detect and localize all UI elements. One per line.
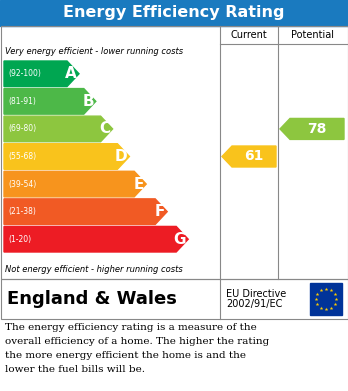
Text: EU Directive: EU Directive: [226, 289, 286, 299]
Text: 2002/91/EC: 2002/91/EC: [226, 299, 282, 309]
Bar: [0, 0, 348, 26]
Text: (39-54): (39-54): [8, 179, 36, 188]
Polygon shape: [4, 89, 96, 114]
Polygon shape: [4, 61, 79, 86]
Text: Very energy efficient - lower running costs: Very energy efficient - lower running co…: [5, 47, 183, 56]
Bar: [0, 26, 348, 279]
Text: 78: 78: [307, 122, 327, 136]
Text: (21-38): (21-38): [8, 207, 36, 216]
Text: (55-68): (55-68): [8, 152, 36, 161]
Text: 61: 61: [244, 149, 264, 163]
Text: lower the fuel bills will be.: lower the fuel bills will be.: [5, 365, 145, 374]
Bar: [310, 283, 342, 315]
Text: overall efficiency of a home. The higher the rating: overall efficiency of a home. The higher…: [5, 337, 269, 346]
Text: the more energy efficient the home is and the: the more energy efficient the home is an…: [5, 351, 246, 360]
Text: Potential: Potential: [292, 30, 334, 40]
Text: The energy efficiency rating is a measure of the: The energy efficiency rating is a measur…: [5, 323, 257, 332]
Polygon shape: [280, 118, 344, 140]
Text: (81-91): (81-91): [8, 97, 36, 106]
Polygon shape: [4, 171, 146, 197]
Text: (69-80): (69-80): [8, 124, 36, 133]
Polygon shape: [4, 116, 113, 142]
Bar: [0, 279, 348, 319]
Text: England & Wales: England & Wales: [7, 290, 177, 308]
Polygon shape: [4, 226, 188, 252]
Text: Current: Current: [231, 30, 267, 40]
Polygon shape: [4, 144, 129, 169]
Text: (92-100): (92-100): [8, 69, 41, 78]
Text: D: D: [115, 149, 127, 164]
Text: Energy Efficiency Rating: Energy Efficiency Rating: [63, 5, 285, 20]
Text: C: C: [100, 122, 111, 136]
Text: (1-20): (1-20): [8, 235, 31, 244]
Text: E: E: [134, 177, 144, 192]
Text: A: A: [65, 66, 77, 81]
Text: B: B: [82, 94, 94, 109]
Text: F: F: [155, 204, 165, 219]
Polygon shape: [4, 199, 167, 224]
Polygon shape: [222, 146, 276, 167]
Text: G: G: [174, 232, 186, 247]
Text: Not energy efficient - higher running costs: Not energy efficient - higher running co…: [5, 265, 183, 274]
